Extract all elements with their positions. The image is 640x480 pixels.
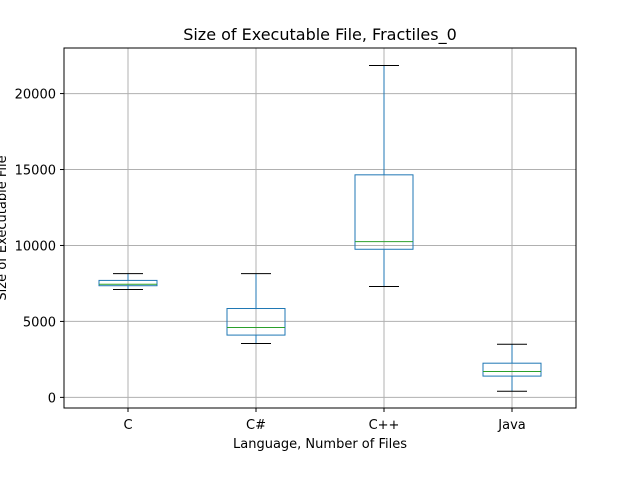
x-axis-title: Language, Number of Files xyxy=(233,437,407,452)
box-layer xyxy=(98,64,542,392)
chart-title: Size of Executable File, Fractiles_0 xyxy=(183,25,457,45)
y-tick-label: 15000 xyxy=(15,164,56,179)
y-tick-label: 20000 xyxy=(15,88,56,103)
y-tick-label: 10000 xyxy=(15,239,56,254)
y-axis-title: Size of Executable File xyxy=(0,155,10,300)
box-group-java xyxy=(482,343,542,392)
x-tick-label: C++ xyxy=(369,418,400,433)
box-iqr xyxy=(98,279,158,287)
x-tick-label: Java xyxy=(497,418,525,433)
box-iqr xyxy=(226,308,286,336)
box-group-csharp xyxy=(226,273,286,344)
y-tick-label: 0 xyxy=(48,391,56,406)
grid-layer xyxy=(64,48,576,408)
x-tick-label: C# xyxy=(246,418,266,433)
tick-layer: 0 5000 10000 15000 20000 C C# C++ Java xyxy=(15,88,526,433)
box-group-cplusplus xyxy=(354,64,414,287)
plot-frame xyxy=(63,47,577,409)
box-iqr xyxy=(482,362,542,377)
box-group-c xyxy=(98,273,158,291)
box-iqr xyxy=(354,174,414,250)
y-tick-label: 5000 xyxy=(23,315,56,330)
x-tick-label: C xyxy=(123,418,132,433)
